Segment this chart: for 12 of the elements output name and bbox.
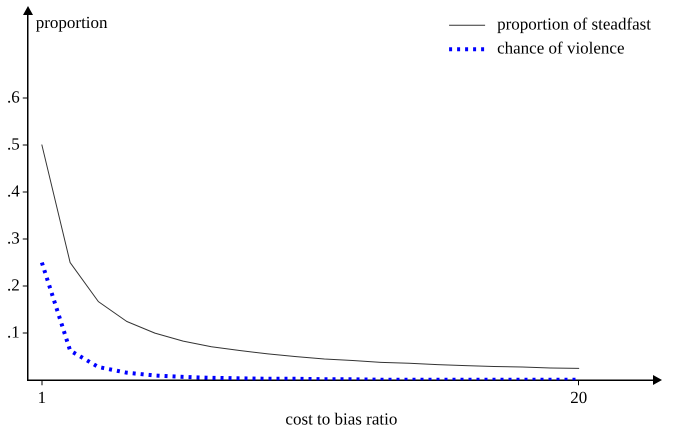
legend-label: proportion of steadfast xyxy=(497,14,652,34)
y-axis-title: proportion xyxy=(36,13,108,32)
legend-label: chance of violence xyxy=(497,38,625,58)
x-axis-title: cost to bias ratio xyxy=(285,409,398,428)
y-tick-label: .4 xyxy=(7,181,20,200)
y-tick-label: .3 xyxy=(7,228,20,248)
y-tick-label: .1 xyxy=(7,322,20,342)
y-tick-label: .5 xyxy=(7,134,20,154)
x-tick-label: 1 xyxy=(38,388,46,407)
x-tick-label: 20 xyxy=(570,388,588,407)
y-tick-label: .6 xyxy=(7,87,20,106)
y-tick-label: .2 xyxy=(7,276,20,295)
